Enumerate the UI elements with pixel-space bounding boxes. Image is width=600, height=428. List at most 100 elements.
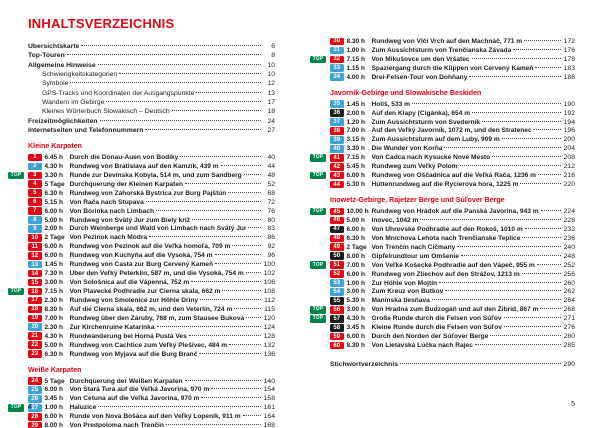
- tour-duration: 7.00 h: [44, 314, 63, 322]
- toc-section: Weiße Karpaten 24 5 Tage Durchquerung der W…: [8, 359, 275, 428]
- tour-duration: 6.00 h: [44, 243, 63, 251]
- tour-title: Auf den Klapy (Cigánka), 654 m: [371, 109, 471, 117]
- tour-number-badge: 6: [28, 198, 42, 206]
- dotted-leader: [99, 119, 261, 121]
- tour-entry: 18 8.30 h Auf die Čierna skala, 662 m, und…: [28, 305, 275, 314]
- page-left: INHALTSVERZEICHNIS Übersichtskarte 6 Top-T…: [8, 0, 275, 428]
- dotted-leader: [248, 227, 261, 229]
- tour-number-badge: 37: [330, 118, 344, 126]
- tour-title: Von Plavecké Podhradie zur Čierna skala,…: [69, 288, 221, 295]
- toc-entry-page: 8: [271, 52, 275, 60]
- tour-page: 83: [267, 225, 275, 233]
- tour-page: 161: [263, 404, 275, 412]
- dotted-leader: [520, 183, 561, 185]
- tour-number-badge: 4: [28, 180, 42, 189]
- tour-number-badge: 29: [28, 421, 42, 428]
- tour-title: Durchquerung der Weißen Karpaten: [69, 377, 183, 385]
- dotted-leader: [501, 138, 561, 140]
- tour-page: 172: [563, 37, 575, 45]
- tour-entry: 2 4.30 h Rundweg von Bratislava auf den Ka…: [28, 162, 275, 171]
- tour-page: 220: [563, 181, 575, 189]
- toc-entry: Allgemeine Hinweise 10: [28, 61, 275, 70]
- tour-page: 120: [263, 314, 275, 322]
- section-heading: Javorník-Gebirge und Slowakische Beskide…: [330, 88, 482, 97]
- dotted-leader: [540, 308, 561, 310]
- tour-number-badge: 28: [28, 412, 42, 421]
- toc-entry-page: 6: [271, 43, 275, 51]
- tour-duration: 5.15 h: [44, 198, 63, 206]
- toc-entry: Schwierigkeitskategorien 10: [28, 70, 275, 79]
- tour-number-badge: 41: [330, 153, 344, 162]
- tour-number-badge: 59: [330, 332, 344, 341]
- dotted-leader: [503, 317, 561, 319]
- tour-title: Rundweg von Bratislava auf den Kamzík, 4…: [69, 162, 219, 170]
- tour-number-badge: 19: [28, 314, 42, 323]
- dotted-leader: [461, 254, 561, 256]
- tour-entry: 36 2.00 h Auf den Klapy (Cigánka), 654 m 19…: [330, 109, 575, 118]
- tour-page: 212: [563, 163, 575, 171]
- top-badge: TOP: [310, 207, 326, 216]
- tour-page: 86: [267, 234, 275, 242]
- tour-duration: 6.00 h: [346, 333, 365, 341]
- tour-number-badge: 20: [28, 323, 42, 332]
- tour-duration: 2.00 h: [44, 225, 63, 233]
- toc-entry-label: GPS-Tracks und Koordinaten der Ausgangsp…: [42, 89, 195, 97]
- front-matter-list: Übersichtskarte 6 Top-Touren 8 Allgemeine Hi…: [28, 42, 275, 135]
- tour-title: Durch Weinberge und Wald von Limbach nac…: [69, 225, 247, 233]
- tour-duration: 3.30 h: [44, 171, 63, 179]
- dotted-leader: [165, 424, 261, 426]
- tour-duration: 2 Tage: [44, 234, 65, 242]
- top-badge: TOP: [310, 171, 326, 180]
- tour-page: 100: [263, 261, 275, 269]
- dotted-leader: [469, 75, 561, 77]
- tour-duration: 4.30 h: [44, 162, 63, 170]
- dotted-leader: [420, 218, 561, 220]
- toc-entry: Symbole 12: [28, 79, 275, 88]
- tour-duration: 2.30 h: [44, 323, 63, 331]
- top-badge: TOP: [8, 404, 24, 412]
- tour-page: 112: [264, 296, 275, 304]
- tour-page: 80: [267, 216, 275, 224]
- toc-entry-label: Allgemeine Hinweise: [28, 61, 96, 69]
- tour-title: Von Čadca nach Kysucké Nové Mesto: [371, 154, 491, 162]
- tour-title: Rundweg von Záhorská Bystrica zur Burg P…: [69, 189, 227, 197]
- tour-page: 252: [563, 261, 575, 269]
- tour-number-badge: 33: [330, 64, 344, 73]
- tour-number-badge: 53: [330, 279, 344, 287]
- tour-entry: TOP 32 7.15 h Von Mikušovce um den Vršatec 1…: [310, 55, 575, 64]
- tour-number-badge: 12: [28, 251, 42, 260]
- tour-title: Rundweg von Čachtice zum Veľký Plešivec,…: [69, 341, 228, 349]
- dotted-leader: [156, 209, 261, 211]
- tour-title: Von Uhrovské Podhradie auf den Rokoš, 10…: [371, 225, 523, 233]
- tour-duration: 5.00 h: [346, 216, 365, 224]
- tour-entry: TOP 51 7.00 h Von Veľké Košecké Podhradie a…: [310, 261, 575, 270]
- tour-entry: 60 8.30 h Von Lietavská Lúčka nach Rajec 28…: [330, 341, 575, 350]
- dotted-leader: [66, 54, 261, 56]
- dotted-leader: [400, 363, 561, 365]
- dotted-leader: [200, 298, 261, 300]
- tour-title: Rundweg von Myjava auf die Burg Branč: [69, 350, 198, 358]
- tour-page: 132: [263, 341, 275, 349]
- toc-entry-label: Wandern im Gebirge: [42, 98, 105, 106]
- top-badge: TOP: [310, 261, 326, 269]
- tour-number-badge: 47: [330, 225, 344, 234]
- tour-page: 52: [267, 180, 275, 188]
- tour-title: Kleine Runde durch die Felsen von Súľov: [371, 324, 502, 332]
- tour-page: 176: [563, 46, 575, 54]
- tour-page: 106: [263, 279, 275, 287]
- toc-entry-label: Freizeitmöglichkeiten: [28, 117, 98, 125]
- tour-title: Rundweg von Zliechov auf den Strážov, 12…: [371, 270, 520, 278]
- tour-page: 232: [563, 225, 575, 233]
- tour-duration: 1.00 h: [44, 404, 63, 412]
- tour-number-badge: 13: [28, 260, 42, 269]
- tour-title: Spaziergang durch die Klippen von Červen…: [371, 64, 534, 72]
- tour-page: 115: [264, 305, 275, 313]
- dotted-leader: [459, 165, 561, 167]
- dotted-leader: [457, 245, 561, 247]
- tour-entry: 20 2.30 h Zur Kirchenruine Katarínka 124: [28, 323, 275, 332]
- toc-entry-page: 10: [267, 61, 275, 69]
- tour-entry: TOP 3 3.30 h Runde zur Devínska Kobyla, 514…: [8, 171, 275, 180]
- tour-title: Zum Kreuz von Butkov: [371, 288, 444, 296]
- tour-number-badge: 60: [330, 341, 344, 350]
- tour-title: Rundweg von Hrádok auf die Panská Javori…: [371, 208, 539, 216]
